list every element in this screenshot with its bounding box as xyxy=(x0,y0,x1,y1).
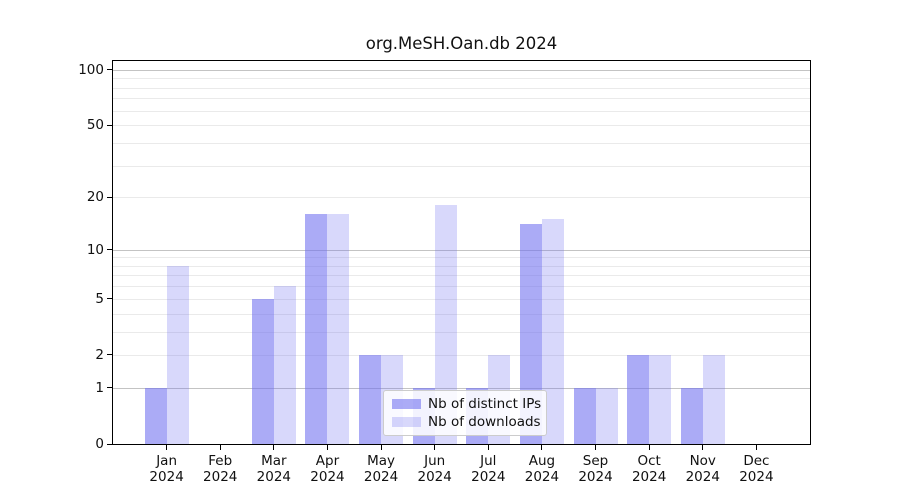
y-tickmark xyxy=(107,354,112,356)
x-axis-tick-label: Nov 2024 xyxy=(685,453,720,485)
minor-gridline xyxy=(113,125,810,127)
y-tickmark xyxy=(107,196,112,198)
bar-downloads-mar xyxy=(273,286,296,444)
minor-gridline xyxy=(113,275,810,277)
bar-downloads-apr xyxy=(327,214,350,444)
legend-swatch-downloads-icon xyxy=(392,417,421,428)
x-tickmark xyxy=(219,445,221,450)
legend-item-downloads: Nb of downloads xyxy=(392,414,542,430)
plot-area: Nb of distinct IPs Nb of downloads xyxy=(112,60,811,445)
y-axis-tick-label: 0 xyxy=(95,436,104,452)
gridlines-layer xyxy=(113,61,810,444)
bar-distinct-ips-mar xyxy=(251,298,274,444)
x-axis-tick-label: Aug 2024 xyxy=(524,453,560,485)
x-axis-tick-label: Jun 2024 xyxy=(417,453,452,485)
x-tickmark xyxy=(434,445,436,450)
bar-distinct-ips-aug xyxy=(519,224,542,444)
bar-distinct-ips-oct xyxy=(627,354,650,444)
bar-downloads-jun xyxy=(434,205,457,444)
y-axis-tick-label: 1 xyxy=(95,379,104,396)
legend-item-distinct-ips: Nb of distinct IPs xyxy=(392,396,542,412)
x-axis-tick-label: Oct 2024 xyxy=(631,453,667,485)
y-tickmark xyxy=(107,249,112,251)
y-tickmark xyxy=(107,443,112,445)
major-gridline xyxy=(113,387,810,389)
x-axis-tick-label: May 2024 xyxy=(363,453,399,485)
x-tickmark xyxy=(487,445,489,450)
legend-label-downloads: Nb of downloads xyxy=(428,414,541,431)
minor-gridline xyxy=(113,197,810,199)
y-tickmark xyxy=(107,387,112,389)
x-tickmark xyxy=(326,445,328,450)
minor-gridline xyxy=(113,354,810,356)
bar-downloads-jan xyxy=(166,265,189,444)
x-tickmark xyxy=(273,445,275,450)
minor-gridline xyxy=(113,286,810,288)
minor-gridline xyxy=(113,87,810,89)
bar-distinct-ips-apr xyxy=(305,214,328,444)
y-axis-tick-label: 2 xyxy=(95,346,104,363)
chart-title: org.MeSH.Oan.db 2024 xyxy=(365,34,558,53)
x-tickmark xyxy=(702,445,704,450)
legend: Nb of distinct IPs Nb of downloads xyxy=(383,390,547,436)
major-gridline xyxy=(113,249,810,251)
bar-downloads-sep xyxy=(595,387,618,444)
minor-gridline xyxy=(113,78,810,80)
bar-downloads-oct xyxy=(649,354,672,444)
y-axis-tick-label: 100 xyxy=(78,61,104,78)
bar-distinct-ips-may xyxy=(359,354,382,444)
minor-gridline xyxy=(113,257,810,259)
x-axis-tick-label: Dec 2024 xyxy=(739,453,774,485)
y-tickmark xyxy=(107,124,112,126)
x-tickmark xyxy=(595,445,597,450)
x-axis-tick-label: Jul 2024 xyxy=(471,453,506,485)
y-tickmark xyxy=(107,298,112,300)
bar-distinct-ips-nov xyxy=(680,387,703,444)
x-tickmark xyxy=(166,445,168,450)
x-axis-tick-label: Sep 2024 xyxy=(578,453,613,485)
y-tickmark xyxy=(107,69,112,71)
minor-gridline xyxy=(113,98,810,100)
y-axis-tick-label: 50 xyxy=(86,117,104,134)
minor-gridline xyxy=(113,142,810,144)
y-axis-tick-label: 10 xyxy=(86,241,104,258)
minor-gridline xyxy=(113,298,810,300)
bar-downloads-nov xyxy=(702,354,725,444)
x-tickmark xyxy=(648,445,650,450)
minor-gridline xyxy=(113,110,810,112)
x-axis-tick-label: Apr 2024 xyxy=(310,453,345,485)
minor-gridline xyxy=(113,313,810,315)
x-tickmark xyxy=(541,445,543,450)
x-axis-tick-label: Feb 2024 xyxy=(203,453,238,485)
x-axis-tick-label: Jan 2024 xyxy=(149,453,184,485)
legend-label-distinct-ips: Nb of distinct IPs xyxy=(428,395,542,412)
minor-gridline xyxy=(113,265,810,267)
x-axis-tick-label: Mar 2024 xyxy=(256,453,292,485)
y-axis-tick-label: 5 xyxy=(95,290,104,307)
bar-distinct-ips-sep xyxy=(573,387,596,444)
bar-downloads-aug xyxy=(541,219,564,444)
minor-gridline xyxy=(113,165,810,167)
x-tickmark xyxy=(755,445,757,450)
major-gridline xyxy=(113,69,810,71)
x-tickmark xyxy=(380,445,382,450)
y-axis-tick-label: 20 xyxy=(86,189,104,206)
bar-distinct-ips-jan xyxy=(144,387,167,444)
legend-swatch-distinct-ips-icon xyxy=(392,398,421,409)
bars-layer xyxy=(113,61,810,444)
minor-gridline xyxy=(113,331,810,333)
